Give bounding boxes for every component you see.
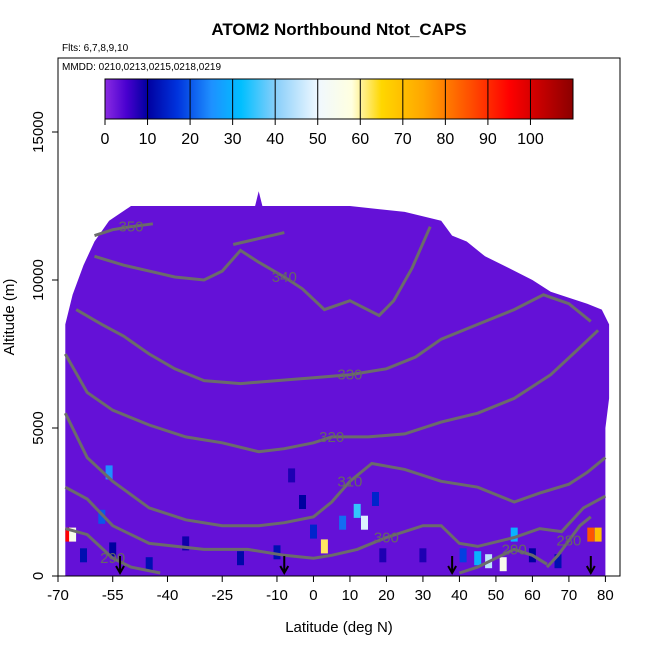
x-tick-label: -40 — [157, 587, 179, 604]
heatmap-cell — [98, 509, 106, 524]
y-tick-label: 0 — [30, 572, 47, 580]
contour-line — [63, 329, 600, 454]
heatmap-cell — [361, 515, 368, 530]
x-tick-label: -25 — [211, 587, 233, 604]
y-axis-label: Altitude (m) — [1, 279, 18, 356]
heatmap-cell — [288, 468, 296, 483]
colorbar-tick-label: 20 — [181, 131, 199, 148]
heatmap-domain — [65, 191, 610, 576]
heatmap-cell — [65, 527, 73, 542]
contour-line — [64, 527, 161, 575]
heatmap-cell — [273, 545, 281, 560]
contour-line — [458, 547, 548, 575]
contour-label: 340 — [272, 269, 297, 286]
x-tick-label: 40 — [451, 587, 468, 604]
profile-arrowhead — [585, 565, 596, 576]
heatmap-cell — [145, 557, 153, 572]
contour-layer: 290 290 300 280 310 320 330 340 350 — [63, 219, 607, 575]
contour-line — [75, 293, 592, 386]
contour-line — [545, 515, 592, 569]
contour-label: 310 — [337, 473, 362, 490]
x-axis: -70 -55 -40 -25 -10 0 10 20 30 40 50 60 70 80 — [47, 575, 614, 604]
colorbar: 0 10 20 30 40 50 60 70 80 90 100 — [101, 78, 574, 148]
heatmap-cell — [182, 536, 190, 551]
y-tick-label: 5000 — [30, 411, 47, 444]
heatmap-cell — [459, 548, 467, 563]
contour-label: 300 — [374, 530, 399, 547]
colorbar-tick-label: 90 — [479, 131, 497, 148]
contour-label: 290 — [502, 541, 527, 558]
x-tick-label: 30 — [415, 587, 432, 604]
colorbar-tick-label: 40 — [266, 131, 284, 148]
y-tick-label: 10000 — [30, 259, 47, 301]
arrow-layer — [115, 556, 596, 576]
colorbar-tick-label: 10 — [139, 131, 157, 148]
colorbar-tick-label: 70 — [394, 131, 412, 148]
heatmap-cell — [379, 548, 387, 563]
heatmap-cell — [299, 495, 306, 509]
heatmap-cell — [109, 542, 117, 557]
contour-line — [63, 412, 607, 528]
x-tick-label: 80 — [597, 587, 614, 604]
heatmap-cell — [594, 527, 602, 542]
x-tick-label: 70 — [561, 587, 578, 604]
contour-label: 330 — [337, 367, 362, 384]
x-tick-label: 60 — [524, 587, 541, 604]
contour-label: 320 — [319, 429, 344, 446]
colorbar-tick-label: 50 — [309, 131, 327, 148]
heatmap-cell — [353, 503, 361, 518]
dates-label: MMDD: 0210,0213,0215,0218,0219 — [62, 62, 221, 73]
contour-line — [232, 231, 285, 246]
x-tick-label: 20 — [378, 587, 395, 604]
profile-arrowhead — [279, 565, 290, 576]
flights-label: Flts: 6,7,8,9,10 — [62, 43, 129, 54]
colorbar-tick-label: 0 — [101, 131, 110, 148]
heatmap-cell — [339, 515, 347, 530]
contour-line — [94, 222, 154, 238]
y-axis: 0 5000 10000 15000 — [30, 111, 59, 580]
x-axis-label: Latitude (deg N) — [285, 619, 393, 636]
heatmap-cell — [320, 539, 328, 554]
contour-line — [94, 226, 432, 318]
heatmap-cell — [587, 527, 595, 542]
x-tick-label: -10 — [266, 587, 288, 604]
heatmap-cell — [80, 548, 87, 563]
chart-title: ATOM2 Northbound Ntot_CAPS — [211, 20, 466, 39]
colorbar-tick-label: 30 — [224, 131, 242, 148]
contour-line — [64, 485, 607, 560]
heatmap-cell — [105, 465, 113, 480]
heatmap-cell — [419, 548, 427, 563]
colorbar-fill — [104, 78, 574, 120]
x-tick-label: 0 — [309, 587, 317, 604]
heatmap-cell — [310, 524, 317, 539]
contour-label: 290 — [100, 550, 125, 567]
profile-arrowhead — [115, 565, 125, 576]
heatmap-cell — [372, 492, 379, 506]
colorbar-tick-label: 100 — [517, 131, 544, 148]
heatmap-cell — [499, 557, 507, 572]
x-tick-label: 10 — [342, 587, 359, 604]
heatmap-cell — [237, 551, 244, 566]
heatmap-cell — [474, 551, 482, 566]
profile-arrowhead — [447, 565, 457, 576]
heatmap-cell — [69, 527, 77, 542]
y-tick-label: 15000 — [30, 111, 47, 153]
contour-label: 280 — [556, 533, 581, 550]
heatmap-cell — [510, 527, 518, 542]
colorbar-tick-label: 80 — [436, 131, 454, 148]
x-tick-label: 50 — [488, 587, 505, 604]
colorbar-tick-label: 60 — [351, 131, 369, 148]
contour-label: 350 — [118, 219, 143, 236]
x-tick-label: -70 — [47, 587, 69, 604]
x-tick-label: -55 — [102, 587, 124, 604]
heatmap-cell — [554, 554, 562, 569]
